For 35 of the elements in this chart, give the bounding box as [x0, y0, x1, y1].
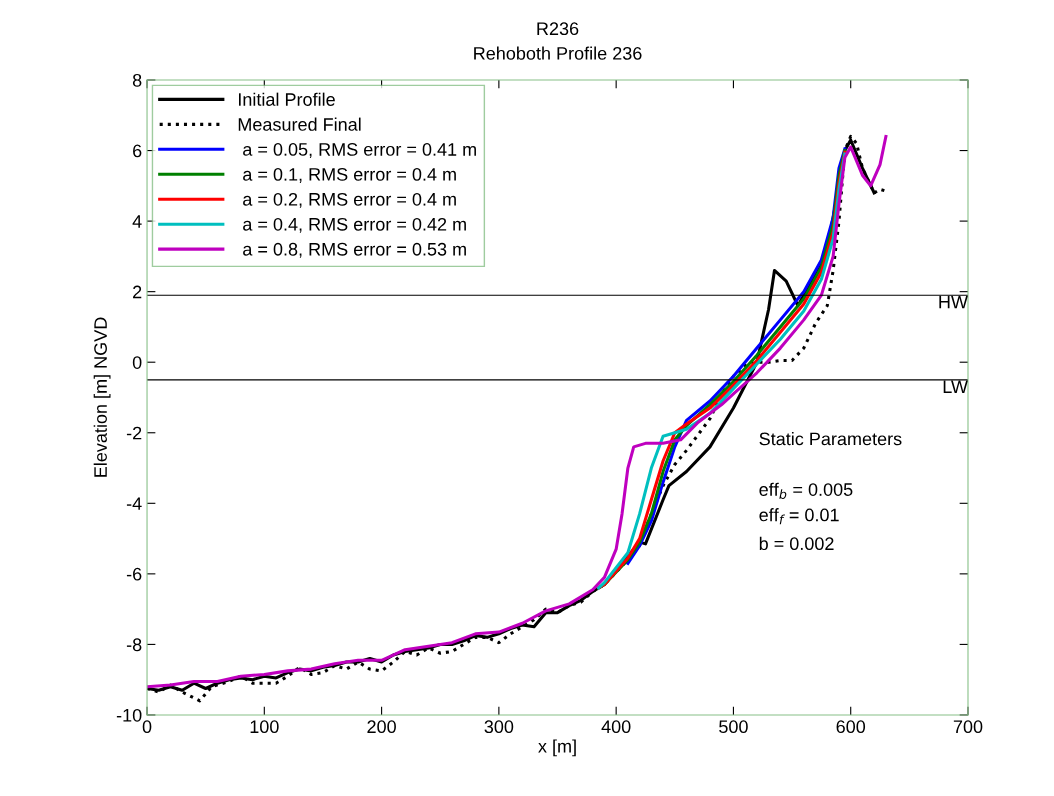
annotation: Static Parameters [759, 432, 902, 446]
legend-label: Measured Final [238, 117, 361, 131]
legend-label: a = 0.4, RMS error = 0.42 m [243, 217, 466, 233]
y-tick-label: -4 [126, 497, 142, 510]
y-tick-label: -2 [126, 426, 142, 440]
y-tick-label: 8 [132, 73, 142, 87]
y-tick-label: 4 [132, 215, 142, 228]
legend-label: a = 0.2, RMS error = 0.4 m [243, 192, 456, 208]
x-tick-label: 100 [250, 720, 279, 734]
y-tick-label: -10 [116, 708, 142, 722]
y-tick-label: 2 [133, 285, 142, 299]
y-tick-label: 6 [133, 144, 142, 158]
y-axis-title: Elevation [m] NGVD [93, 317, 111, 477]
y-tick-label: -6 [126, 567, 142, 581]
x-tick-label: 300 [484, 720, 514, 734]
ref-line-label: HW [939, 295, 968, 309]
annotation: eff$_{f}$ = 0.01 [759, 508, 839, 525]
chart-title: R236 [537, 22, 579, 36]
ref-line-label: LW [943, 380, 968, 393]
x-tick-label: 0 [142, 720, 152, 734]
x-tick-label: 400 [601, 720, 631, 734]
x-axis-title: x [m] [538, 739, 576, 757]
chart-subtitle: Rehoboth Profile 236 [474, 46, 642, 60]
legend-label: a = 0.1, RMS error = 0.4 m [243, 167, 456, 183]
legend-label: Initial Profile [238, 92, 335, 106]
x-tick-label: 500 [719, 720, 748, 734]
x-tick-label: 600 [836, 720, 866, 734]
annotation: eff$_{b}$ = 0.005 [759, 482, 853, 499]
annotation: b = 0.002 [759, 536, 834, 551]
y-tick-label: 0 [132, 356, 142, 369]
legend-label: a = 0.05, RMS error = 0.41 m [243, 143, 476, 158]
x-tick-label: 700 [953, 720, 983, 734]
y-tick-label: -8 [126, 638, 142, 652]
x-tick-label: 200 [367, 720, 396, 734]
legend-label: a = 0.8, RMS error = 0.53 m [243, 242, 466, 258]
